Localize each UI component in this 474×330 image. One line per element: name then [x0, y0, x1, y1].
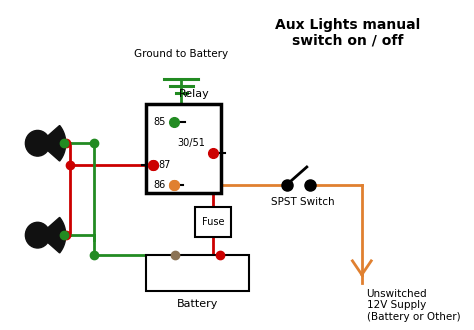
- Text: 30/51: 30/51: [178, 138, 206, 148]
- Circle shape: [26, 130, 50, 156]
- Bar: [195, 208, 231, 237]
- Text: 85: 85: [153, 116, 165, 126]
- Text: 87: 87: [159, 160, 171, 170]
- Text: Battery: Battery: [177, 299, 218, 310]
- Text: -: -: [171, 264, 179, 283]
- Text: +: +: [212, 264, 228, 283]
- Text: Unswitched
12V Supply
(Battery or Other): Unswitched 12V Supply (Battery or Other): [366, 288, 460, 322]
- Bar: [146, 255, 249, 291]
- FancyBboxPatch shape: [146, 104, 221, 193]
- Text: SPST Switch: SPST Switch: [271, 197, 335, 207]
- Text: Relay: Relay: [179, 89, 210, 99]
- Text: Aux Lights manual
switch on / off: Aux Lights manual switch on / off: [275, 18, 420, 48]
- Text: Ground to Battery: Ground to Battery: [134, 49, 228, 59]
- Polygon shape: [39, 125, 66, 161]
- Text: Fuse: Fuse: [202, 217, 225, 227]
- Circle shape: [26, 222, 50, 248]
- Polygon shape: [39, 217, 66, 253]
- Text: 86: 86: [153, 180, 165, 190]
